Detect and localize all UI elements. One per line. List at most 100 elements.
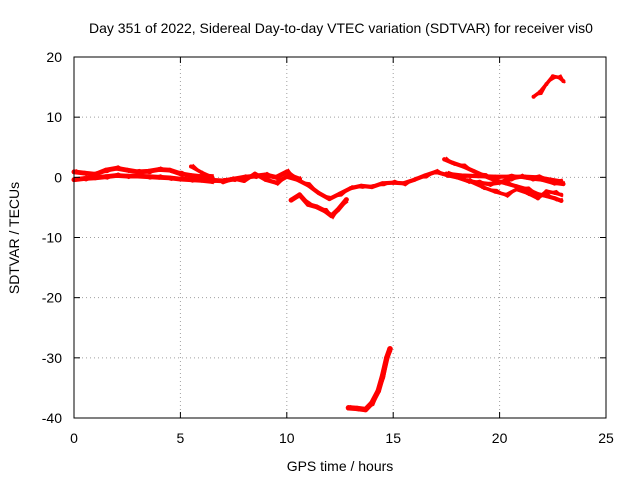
y-tick-label: -40 <box>42 410 62 426</box>
y-tick-label: 0 <box>54 169 62 185</box>
data-point <box>135 169 141 175</box>
x-axis-label: GPS time / hours <box>287 458 394 474</box>
data-point <box>535 196 540 201</box>
data-point <box>493 189 498 194</box>
data-point <box>82 170 88 176</box>
data-point <box>561 79 566 84</box>
data-point <box>146 168 151 174</box>
data-point <box>82 176 88 181</box>
data-point <box>124 173 130 179</box>
data-point <box>295 177 300 182</box>
data-point <box>544 189 549 194</box>
data-point <box>177 176 183 182</box>
data-point <box>369 184 375 190</box>
y-axis-label: SDTVAR / TECUs <box>6 182 22 294</box>
data-point <box>525 191 530 195</box>
data-point <box>231 176 236 181</box>
data-point <box>156 174 162 180</box>
data-point <box>471 169 477 174</box>
data-point <box>252 171 258 176</box>
data-point <box>288 197 294 203</box>
data-point <box>391 180 396 185</box>
series-fringe <box>534 74 566 96</box>
data-point <box>156 167 162 172</box>
data-point <box>450 160 455 166</box>
data-point <box>305 201 311 207</box>
data-point <box>335 207 341 213</box>
data-point <box>384 355 390 361</box>
data-point <box>135 173 141 179</box>
data-point <box>263 177 268 182</box>
y-tick-label: 20 <box>46 49 62 65</box>
data-point <box>92 175 98 181</box>
y-tick-label: -20 <box>42 290 62 306</box>
series-fringe <box>468 177 564 199</box>
data-point <box>508 174 513 179</box>
data-point <box>444 171 449 176</box>
data-point <box>552 196 558 201</box>
data-point <box>412 177 417 182</box>
data-point <box>559 198 564 203</box>
data-point <box>329 213 334 219</box>
data-point <box>380 181 385 186</box>
data-point <box>559 192 564 197</box>
x-tick-label: 10 <box>279 430 295 446</box>
data-point <box>548 177 553 182</box>
x-tick-label: 0 <box>70 430 78 446</box>
x-tick-label: 20 <box>492 430 508 446</box>
data-point <box>538 89 542 94</box>
data-point <box>327 196 332 202</box>
data-point <box>188 177 194 183</box>
data-point <box>189 164 193 169</box>
data-point <box>210 175 215 180</box>
data-point <box>544 82 549 87</box>
tick-layer: 0 5 10 15 20 25 -40 -30 -20 -10 0 10 20 <box>42 49 614 446</box>
data-point <box>177 171 183 177</box>
data-layer <box>71 74 566 413</box>
data-point <box>188 173 194 178</box>
data-point <box>387 346 393 352</box>
data-point <box>362 406 369 413</box>
data-point <box>322 208 328 214</box>
data-point <box>337 191 343 196</box>
data-point <box>552 191 557 195</box>
data-point <box>379 373 386 379</box>
data-point <box>273 174 279 180</box>
data-point <box>442 157 447 162</box>
data-series-band-h <box>444 170 564 184</box>
data-point <box>343 197 349 203</box>
data-point <box>124 167 130 173</box>
data-point <box>199 170 204 175</box>
data-point <box>465 178 470 183</box>
data-series-band-g <box>465 177 564 201</box>
data-point <box>263 172 268 178</box>
data-point <box>480 185 485 189</box>
data-point <box>167 175 173 181</box>
data-point <box>242 178 247 184</box>
data-series-band-c <box>189 163 215 180</box>
data-point <box>284 174 289 179</box>
data-point <box>503 181 509 186</box>
data-point <box>493 174 498 179</box>
series-fringe <box>191 163 214 177</box>
data-point <box>369 400 375 406</box>
data-point <box>459 173 464 178</box>
data-point <box>146 174 151 180</box>
data-point <box>433 169 438 175</box>
data-point <box>305 183 311 188</box>
data-point <box>525 187 530 192</box>
data-point <box>114 165 120 171</box>
data-series-band-e <box>288 192 349 220</box>
data-point <box>316 190 321 196</box>
data-point <box>559 179 564 184</box>
data-point <box>220 179 226 185</box>
data-point <box>103 167 109 173</box>
y-tick-label: -30 <box>42 350 62 366</box>
data-point <box>297 192 303 198</box>
data-point <box>476 173 481 179</box>
data-point <box>422 173 428 178</box>
x-tick-label: 5 <box>177 430 185 446</box>
data-point <box>199 177 205 183</box>
